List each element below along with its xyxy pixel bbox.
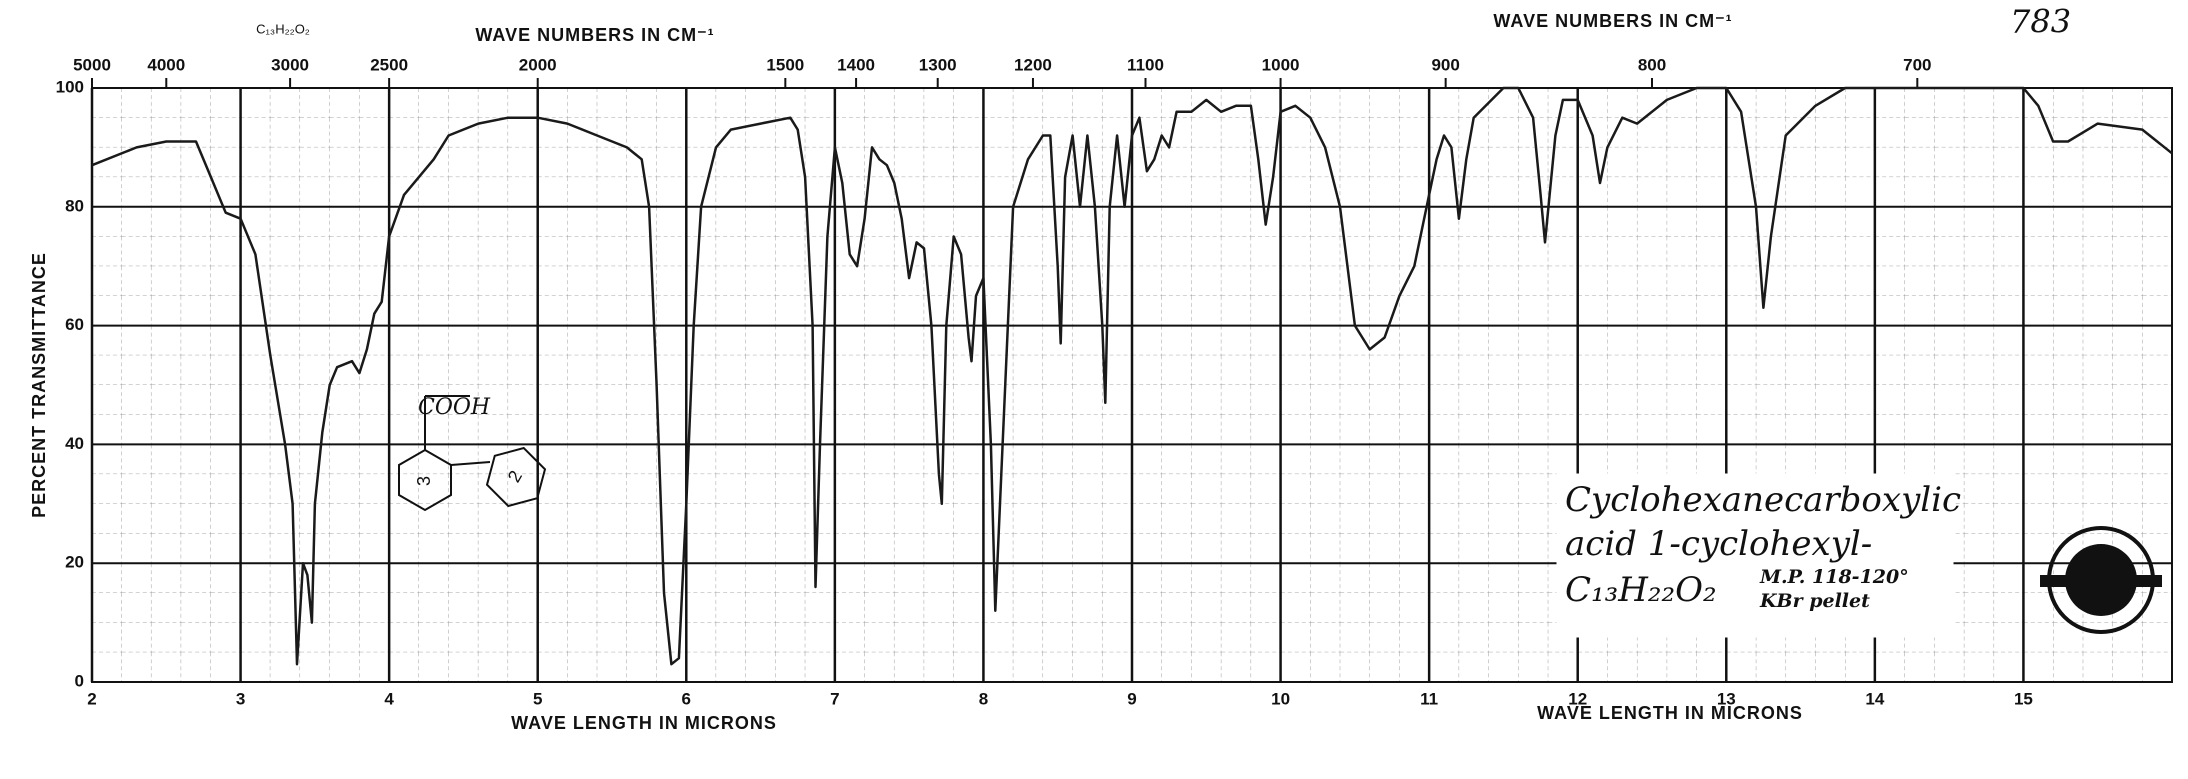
y-tick-label: 100 [56,77,84,96]
y-tick-label: 60 [65,315,84,334]
top-tick-label: 3000 [271,55,309,74]
x-tick-label: 6 [682,689,691,708]
y-tick-label: 0 [75,671,84,690]
x-tick-label: 5 [533,689,542,708]
top-tick-label: 1000 [1262,55,1300,74]
formula-top: C₁₃H₂₂O₂ [256,21,310,36]
melting-point: M.P. 118-120° [1759,566,1909,588]
top-tick-label: 1500 [766,55,804,74]
sample-name: Cyclohexanecarboxylic [1565,480,1961,520]
top-tick-label: 1200 [1014,55,1052,74]
x-axis-label: WAVE LENGTH IN MICRONS [511,713,777,733]
sample-name: acid 1-cyclohexyl- [1565,524,1872,564]
top-axis-label: WAVE NUMBERS IN CM⁻¹ [1493,11,1732,31]
spectrum-line [91,86,2173,666]
y-tick-label: 80 [65,196,84,215]
y-tick-label: 20 [65,553,84,572]
group-label: COOH [418,395,491,420]
x-tick-label: 4 [384,689,394,708]
x-tick-label: 15 [2014,689,2033,708]
top-tick-label: 1300 [919,55,957,74]
top-axis-label: WAVE NUMBERS IN CM⁻¹ [475,25,714,45]
x-tick-label: 2 [87,689,96,708]
page-number: 783 [2010,3,2071,41]
top-tick-label: 2500 [370,55,408,74]
sample-formula: C₁₃H₂₂O₂ [1565,570,1717,610]
x-tick-label: 11 [1420,689,1438,708]
sample-box-bg [1556,473,1954,638]
x-tick-label: 3 [236,689,245,708]
x-tick-label: 10 [1271,689,1290,708]
top-tick-label: 700 [1903,55,1931,74]
x-axis-label: WAVE LENGTH IN MICRONS [1537,703,1803,723]
ring-label: 3 [414,476,434,486]
top-tick-label: 5000 [73,55,111,74]
medium: KBr pellet [1759,590,1870,612]
x-tick-label: 12 [1568,689,1587,708]
y-tick-label: 40 [65,434,84,453]
x-tick-label: 13 [1717,689,1736,708]
x-tick-label: 14 [1865,689,1884,708]
top-tick-label: 800 [1638,55,1666,74]
ring [485,446,547,508]
y-axis-label: PERCENT TRANSMITTANCE [29,252,49,518]
sample-box: Cyclohexanecarboxylic acid 1-cyclohexyl-… [1556,473,1961,638]
logo-band [2040,575,2162,587]
top-tick-label: 900 [1431,55,1459,74]
top-tick-label: 1100 [1127,55,1164,74]
x-tick-label: 9 [1127,689,1136,708]
top-tick-label: 2000 [519,55,557,74]
logo [2040,526,2162,634]
x-tick-label: 7 [830,689,839,708]
top-tick-label: 4000 [147,55,185,74]
bond [450,461,491,466]
x-tick-label: 8 [979,689,988,708]
top-tick-label: 1400 [837,55,875,74]
